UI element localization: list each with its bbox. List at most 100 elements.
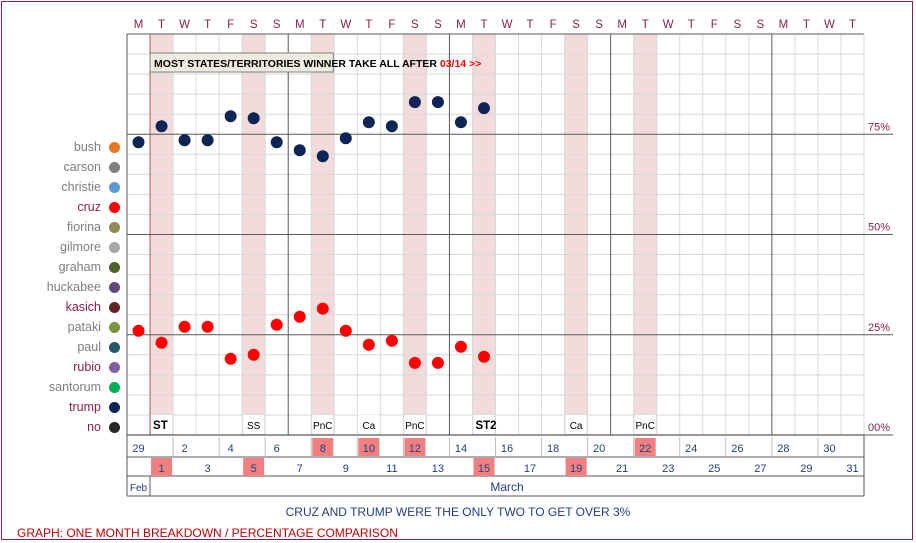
date-label: 29 [800, 463, 812, 475]
event-label-pnc: PnC [635, 421, 654, 432]
weekday-label: S [572, 19, 580, 31]
point-cruz [339, 324, 352, 337]
legend-label: paul [77, 340, 101, 354]
point-trump [155, 120, 168, 133]
legend-item-santorum: santorum [30, 377, 120, 397]
date-label: 28 [777, 443, 789, 455]
date-label: 27 [754, 463, 766, 475]
date-label: 17 [524, 463, 536, 475]
event-label-pnc: PnC [405, 421, 424, 432]
weekday-label: T [688, 19, 695, 31]
date-highlight [404, 438, 426, 456]
point-trump [247, 112, 260, 125]
weekday-label: S [411, 19, 419, 31]
point-trump [270, 136, 283, 149]
weekday-label: M [295, 19, 305, 31]
point-cruz [454, 340, 467, 353]
date-label: 2 [182, 443, 188, 455]
point-trump [454, 116, 467, 129]
weekday-label: F [388, 19, 395, 31]
point-cruz [293, 310, 306, 323]
point-cruz [155, 336, 168, 349]
legend-dot-rubio [109, 361, 120, 373]
date-label: 6 [274, 443, 280, 455]
legend-item-christie: christie [30, 177, 120, 197]
legend-item-graham: graham [30, 257, 120, 277]
point-trump [316, 150, 329, 163]
weekday-label: S [595, 19, 603, 31]
date-label: 15 [478, 463, 490, 475]
weekday-label: T [158, 19, 165, 31]
point-cruz [477, 350, 490, 363]
date-highlight [358, 438, 380, 456]
weekday-label: M [779, 19, 789, 31]
date-label: 21 [616, 463, 628, 475]
date-highlight [151, 458, 173, 476]
date-label: 26 [731, 443, 743, 455]
date-label: 7 [297, 463, 303, 475]
point-cruz [316, 302, 329, 315]
event-label-ca: Ca [570, 421, 583, 432]
date-label: 10 [363, 443, 375, 455]
legend-label: fiorina [66, 220, 101, 234]
event-label-ca: Ca [362, 421, 375, 432]
point-cruz [270, 318, 283, 331]
date-label: 20 [593, 443, 605, 455]
legend-label: carson [63, 160, 101, 174]
weekday-label: T [642, 19, 649, 31]
event-label-st2: ST2 [475, 420, 496, 432]
event-label-box [634, 415, 656, 434]
weekday-label: S [757, 19, 765, 31]
date-label: 23 [662, 463, 674, 475]
legend-dot-no [109, 421, 120, 433]
chart-caption: CRUZ AND TRUMP WERE THE ONLY TWO TO GET … [285, 505, 631, 519]
date-label: 12 [409, 443, 421, 455]
legend-label: kasich [65, 300, 101, 314]
legend-dot-graham [109, 261, 120, 273]
weekday-label: T [480, 19, 487, 31]
date-label: 19 [570, 463, 582, 475]
banner-main: MOST STATES/TERRITORIES WINNER TAKE ALL … [154, 58, 440, 70]
date-label: 14 [455, 443, 467, 455]
legend-dot-pataki [109, 321, 120, 333]
date-label: 31 [846, 463, 858, 475]
date-label: 4 [228, 443, 234, 455]
point-cruz [201, 320, 214, 333]
banner-box [149, 52, 334, 73]
legend-dot-gilmore [109, 241, 120, 253]
weekday-label: S [733, 19, 741, 31]
legend-item-bush: bush [30, 137, 120, 157]
legend-item-huckabee: huckabee [30, 277, 120, 297]
date-label: 5 [251, 463, 257, 475]
date-label: 25 [708, 463, 720, 475]
point-trump [362, 116, 375, 129]
legend-dot-kasich [109, 301, 120, 313]
legend-dot-trump [109, 401, 120, 413]
weekday-label: M [456, 19, 466, 31]
legend-label: no [87, 420, 101, 434]
legend-label: pataki [67, 320, 101, 334]
legend-label: bush [73, 140, 101, 154]
point-cruz [431, 356, 444, 369]
legend-dot-cruz [109, 201, 120, 213]
date-label: 30 [823, 443, 835, 455]
event-label-box [473, 415, 495, 434]
event-label-st: ST [153, 420, 168, 432]
y-tick-label: 00% [868, 422, 890, 434]
date-label: 1 [158, 463, 164, 475]
legend-label: graham [58, 260, 101, 274]
legend-dot-fiorina [109, 221, 120, 233]
weekday-label: T [365, 19, 372, 31]
y-tick-label: 50% [868, 222, 890, 234]
weekday-label: F [711, 19, 718, 31]
weekday-label: T [527, 19, 534, 31]
point-trump [293, 144, 306, 157]
point-cruz [247, 348, 260, 361]
legend-item-gilmore: gilmore [30, 237, 120, 257]
weekday-label: W [179, 19, 190, 31]
event-label-box [404, 415, 426, 434]
legend-item-cruz: cruz [30, 197, 120, 217]
date-highlight [312, 438, 334, 456]
date-label: 3 [205, 463, 211, 475]
